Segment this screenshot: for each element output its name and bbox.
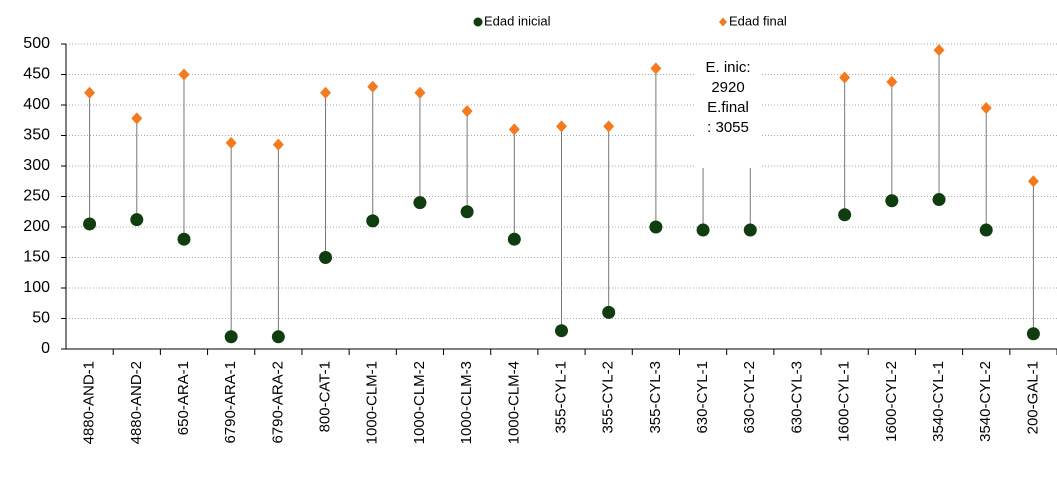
initial-marker [83, 217, 97, 231]
initial-marker [366, 214, 380, 228]
y-tick-label: 100 [23, 279, 50, 296]
initial-marker [555, 324, 568, 338]
final-marker [603, 120, 615, 133]
final-marker [461, 105, 473, 118]
final-marker [320, 86, 332, 99]
y-tick-label: 500 [23, 35, 50, 52]
final-marker [84, 86, 96, 99]
x-tick-label: 1000-CLM-1 [364, 361, 381, 444]
y-tick-label: 300 [23, 157, 50, 174]
x-tick-label: 6790-ARA-2 [269, 361, 286, 444]
initial-marker [1026, 327, 1040, 341]
y-tick-label: 0 [41, 340, 50, 357]
initial-marker [932, 193, 946, 207]
x-tick-label: 3540-CYL-1 [930, 361, 947, 442]
annotation-text: 2920 [711, 79, 744, 96]
final-marker [933, 44, 945, 57]
y-tick-label: 250 [23, 188, 50, 205]
initial-marker [319, 251, 333, 264]
final-marker [225, 136, 237, 149]
x-tick-label: 800-CAT-1 [317, 361, 334, 432]
legend-marker [719, 17, 727, 27]
initial-marker [130, 213, 144, 227]
annotation-box [696, 56, 760, 168]
y-tick-label: 450 [23, 66, 50, 83]
x-tick-label: 630-CYL-3 [788, 361, 805, 434]
y-tick-label: 150 [23, 249, 50, 266]
final-marker [178, 68, 190, 81]
initial-marker [885, 194, 899, 208]
y-tick-label: 400 [23, 96, 50, 113]
y-tick-label: 350 [23, 127, 50, 144]
final-marker [650, 62, 662, 75]
initial-marker [602, 305, 616, 319]
x-tick-label: 1000-CLM-2 [411, 361, 428, 444]
initial-marker [224, 330, 238, 344]
legend-label: Edad final [729, 13, 787, 28]
final-marker [556, 120, 567, 133]
initial-marker [696, 223, 710, 237]
initial-marker [838, 208, 852, 222]
x-tick-label: 1000-CLM-3 [458, 361, 475, 444]
x-tick-label: 4880-AND-2 [128, 361, 145, 444]
x-tick-label: 1600-CYL-1 [836, 361, 853, 442]
x-tick-label: 355-CYL-2 [600, 361, 617, 434]
annotation-text: E.final [707, 99, 749, 116]
final-marker [839, 71, 851, 84]
x-tick-label: 4880-AND-1 [81, 361, 98, 444]
annotation-text: : 3055 [707, 119, 749, 136]
initial-marker [413, 196, 427, 210]
initial-marker [507, 232, 521, 246]
x-tick-label: 650-ARA-1 [175, 361, 192, 435]
final-marker [367, 80, 379, 93]
x-tick-label: 355-CYL-1 [552, 361, 569, 434]
x-tick-label: 630-CYL-1 [694, 361, 711, 434]
legend-label: Edad inicial [484, 13, 551, 28]
y-tick-label: 200 [23, 218, 50, 235]
initial-marker [177, 232, 191, 246]
x-tick-label: 1600-CYL-2 [883, 361, 900, 442]
initial-marker [743, 223, 757, 237]
y-tick-label: 50 [32, 310, 50, 327]
legend-marker [473, 17, 483, 27]
final-marker [272, 138, 284, 151]
final-marker [414, 86, 426, 99]
annotation-text: E. inic: [705, 59, 750, 76]
x-tick-label: 1000-CLM-4 [505, 361, 522, 444]
final-marker [886, 75, 898, 88]
x-tick-label: 6790-ARA-1 [222, 361, 239, 444]
final-marker [980, 102, 992, 115]
final-marker [131, 112, 143, 125]
x-tick-label: 355-CYL-3 [647, 361, 664, 434]
x-tick-label: 630-CYL-2 [741, 361, 758, 434]
x-tick-label: 3540-CYL-2 [977, 361, 994, 442]
initial-marker [460, 205, 474, 219]
final-marker [1027, 175, 1039, 188]
x-tick-label: 200-GAL-1 [1024, 361, 1041, 434]
initial-marker [271, 330, 285, 344]
initial-marker [979, 223, 993, 237]
final-marker [508, 123, 520, 136]
initial-marker [649, 220, 663, 234]
